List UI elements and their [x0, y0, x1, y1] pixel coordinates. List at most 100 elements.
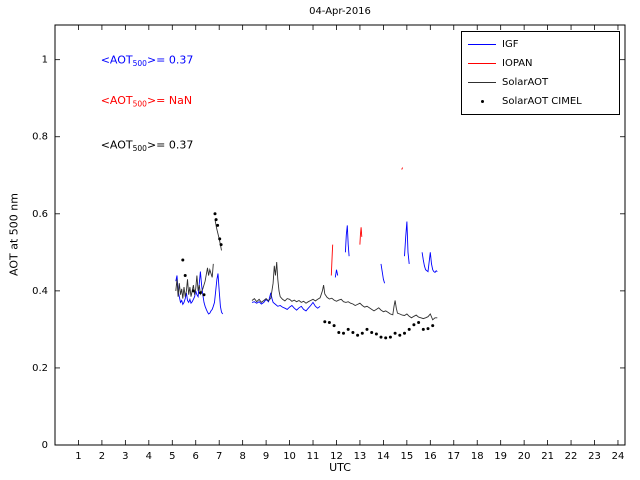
x-tick-label: 22	[565, 451, 578, 462]
cimel-point	[181, 258, 185, 262]
x-tick-label: 20	[518, 451, 531, 462]
y-tick-label: 0.2	[32, 363, 48, 374]
cimel-point	[198, 291, 202, 295]
x-tick-label: 11	[307, 451, 320, 462]
iopan-series-line	[330, 244, 334, 276]
iopan-series-line	[359, 227, 363, 245]
annotation-mean-aot-2: <AOT500>= 0.37	[101, 138, 194, 153]
igf-series-line	[404, 221, 410, 264]
legend-label-solaraot: SolarAOT	[502, 77, 549, 88]
x-axis: 1 2 3 4 5 6 7 8 9 10 11 12 13 14 15 16 17 18 19 20 21 22 23 24	[75, 25, 624, 462]
igf-series-line	[344, 225, 350, 257]
cimel-point	[332, 324, 336, 328]
legend-label-iopan: IOPAN	[502, 58, 533, 69]
x-tick-label: 8	[239, 451, 245, 462]
legend-item-cimel[interactable]: SolarAOT CIMEL	[462, 92, 619, 111]
x-tick-label: 24	[612, 451, 625, 462]
x-tick-label: 13	[354, 451, 367, 462]
iopan-series-line	[401, 167, 404, 170]
cimel-point	[183, 274, 187, 277]
y-tick-label: 1	[42, 55, 48, 66]
cimel-point	[342, 331, 345, 335]
cimel-point	[337, 331, 341, 334]
y-tick-label: 0.4	[32, 286, 48, 297]
legend-label-igf: IGF	[502, 39, 519, 50]
y-axis-label: AOT at 500 nm	[7, 193, 21, 276]
cimel-point	[351, 331, 355, 334]
solaraot-series-line	[175, 263, 214, 299]
axes-box	[54, 24, 626, 446]
cimel-point	[213, 212, 217, 216]
cimel-point	[393, 331, 397, 335]
x-tick-label: 14	[377, 451, 390, 462]
x-tick-label: 4	[146, 451, 152, 462]
cimel-point	[219, 243, 223, 247]
annotation-mean-aot-1: <AOT500>= NaN	[101, 94, 192, 109]
x-tick-label: 18	[471, 451, 484, 462]
chart-title: 04-Apr-2016	[309, 6, 371, 17]
cimel-point	[323, 320, 327, 324]
y-tick-label: 0	[42, 440, 48, 451]
annotation-mean-aot-0: <AOT500>= 0.37	[101, 54, 194, 69]
cimel-point	[398, 333, 402, 337]
igf-series-line	[421, 252, 438, 274]
cimel-point	[374, 332, 378, 336]
x-tick-label: 7	[216, 451, 222, 462]
cimel-dot-sample	[462, 100, 502, 103]
cimel-point	[327, 321, 331, 324]
cimel-point	[370, 331, 374, 334]
cimel-point	[202, 293, 206, 297]
cimel-point	[412, 323, 416, 327]
x-tick-label: 21	[541, 451, 554, 462]
cimel-point	[365, 327, 369, 331]
x-tick-label: 12	[330, 451, 343, 462]
igf-series-line	[175, 271, 224, 315]
cimel-point	[407, 327, 411, 331]
cimel-point	[379, 335, 383, 339]
solaraot-line-sample	[462, 82, 502, 83]
cimel-point	[431, 324, 435, 328]
legend-label-cimel: SolarAOT CIMEL	[502, 96, 582, 107]
x-tick-label: 5	[169, 451, 175, 462]
solaraot-series-line	[251, 261, 438, 321]
cimel-point	[426, 327, 430, 331]
x-tick-label: 16	[424, 451, 437, 462]
y-axis: 0 0.2 0.4 0.6 0.8 1	[32, 55, 625, 451]
x-tick-label: 23	[588, 451, 601, 462]
igf-series	[175, 221, 438, 315]
cimel-point	[384, 336, 388, 340]
igf-series-line	[334, 269, 339, 278]
x-tick-label: 9	[263, 451, 269, 462]
cimel-point	[403, 331, 406, 335]
cimel-point	[356, 333, 360, 337]
legend-item-igf[interactable]: IGF	[462, 35, 619, 54]
igf-series-line	[380, 263, 386, 284]
x-tick-label: 17	[447, 451, 460, 462]
y-tick-label: 0.8	[32, 132, 48, 143]
cimel-point	[218, 237, 222, 241]
cimel-point	[388, 335, 392, 339]
x-tick-label: 15	[400, 451, 413, 462]
igf-series-line	[251, 292, 321, 312]
cimel-point	[214, 218, 218, 222]
x-tick-label: 6	[193, 451, 199, 462]
cimel-point	[417, 321, 421, 324]
x-tick-label: 1	[75, 451, 81, 462]
cimel-series	[181, 212, 435, 340]
iopan-line-sample	[462, 63, 502, 64]
solaraot-series	[175, 219, 438, 321]
y-tick-label: 0.6	[32, 209, 48, 220]
cimel-point	[360, 331, 364, 335]
cimel-point	[216, 223, 220, 227]
cimel-point	[421, 327, 425, 331]
cimel-point	[346, 327, 350, 331]
legend-item-iopan[interactable]: IOPAN	[462, 54, 619, 73]
igf-line-sample	[462, 44, 502, 45]
x-axis-label: UTC	[329, 461, 351, 474]
iopan-series	[330, 167, 404, 276]
x-tick-label: 10	[283, 451, 296, 462]
cimel-point	[191, 289, 195, 293]
legend-item-solaraot[interactable]: SolarAOT	[462, 73, 619, 92]
